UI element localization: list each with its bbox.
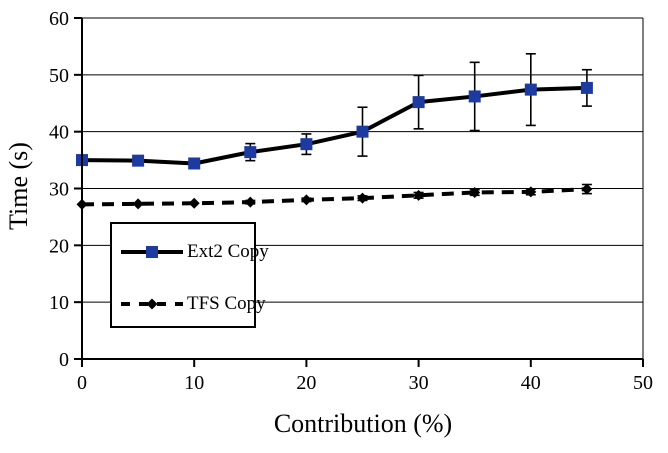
x-tick-label: 0: [77, 372, 87, 394]
legend-item-ext2-copy: Ext2 Copy: [120, 242, 269, 262]
data-point-tfs-copy: [525, 186, 537, 198]
data-point-ext2-copy: [132, 154, 145, 167]
y-tick-label: 0: [59, 349, 69, 371]
legend-label-tfs-copy: TFS Copy: [187, 293, 266, 314]
y-tick-label: 30: [49, 179, 69, 201]
data-point-tfs-copy: [188, 197, 200, 209]
legend: Ext2 Copy TFS Copy: [110, 222, 269, 328]
data-point-tfs-copy: [244, 196, 256, 208]
data-point-tfs-copy: [132, 198, 144, 210]
x-tick-label: 30: [409, 372, 429, 394]
tfs-copy-line-sample-icon: [121, 298, 183, 310]
data-point-ext2-copy: [300, 138, 313, 151]
data-point-tfs-copy: [413, 189, 425, 201]
data-point-ext2-copy: [356, 125, 369, 138]
series-line-ext2-copy: [81, 85, 587, 166]
data-point-tfs-copy: [469, 186, 481, 198]
data-point-ext2-copy: [244, 146, 257, 159]
data-point-tfs-copy: [357, 192, 368, 204]
data-point-tfs-copy: [581, 183, 593, 195]
data-point-ext2-copy: [468, 90, 481, 103]
data-point-ext2-copy: [412, 96, 425, 109]
legend-item-tfs-copy: TFS Copy: [120, 294, 266, 314]
data-point-ext2-copy: [188, 157, 201, 170]
data-point-ext2-copy: [524, 83, 537, 96]
y-tick-label: 50: [49, 65, 69, 87]
y-axis-title: Time (s): [4, 142, 33, 230]
x-tick-label: 40: [521, 372, 541, 394]
legend-label-ext2-copy: Ext2 Copy: [187, 241, 269, 262]
ext2-copy-line-sample-icon: [121, 246, 183, 258]
y-tick-label: 60: [49, 8, 69, 30]
x-axis-title: Contribution (%): [273, 409, 453, 438]
data-point-tfs-copy: [300, 194, 312, 206]
y-tick-label: 20: [49, 235, 69, 257]
x-tick-label: 10: [184, 372, 204, 394]
data-point-ext2-copy: [580, 81, 593, 94]
x-tick-label: 20: [296, 372, 316, 394]
y-tick-label: 40: [49, 122, 69, 144]
x-tick-label: 50: [633, 372, 653, 394]
series-line-tfs-copy: [81, 187, 588, 207]
y-tick-label: 10: [49, 292, 69, 314]
